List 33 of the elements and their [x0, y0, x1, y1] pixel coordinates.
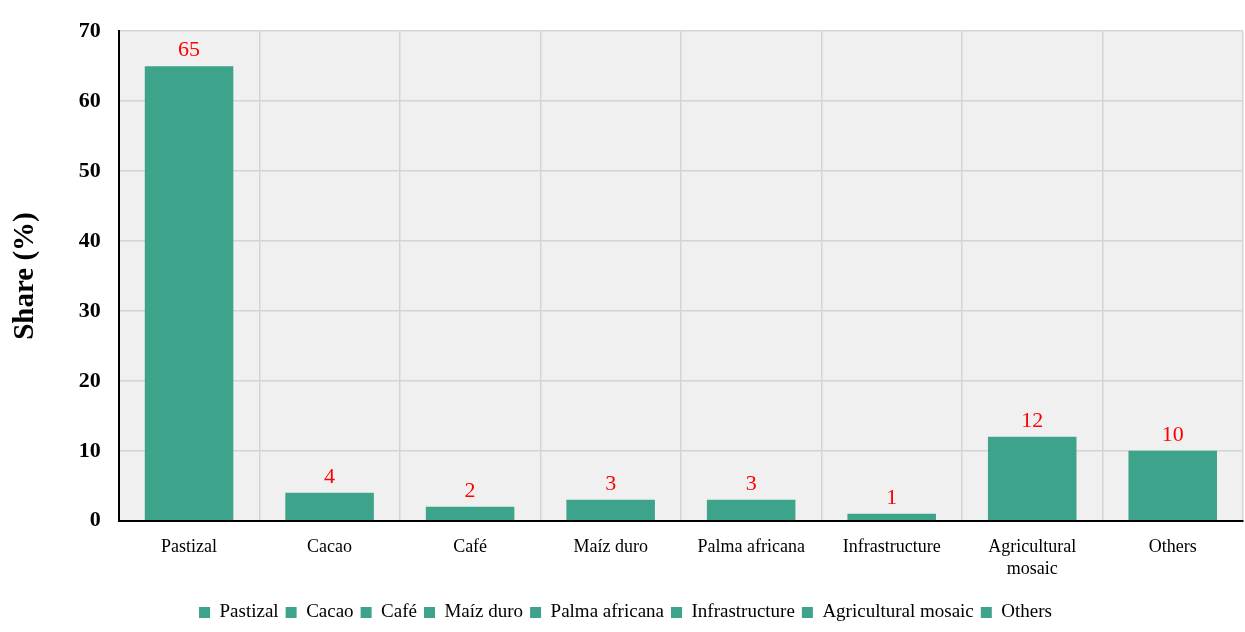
y-tick-label: 30 — [78, 296, 101, 322]
x-tick-label: Café — [453, 536, 488, 557]
x-tick-label: Agricultural mosaic — [988, 536, 1077, 578]
y-tick-label: 10 — [78, 436, 101, 462]
x-tick-label: Infrastructure — [842, 536, 941, 557]
data-label: 3 — [605, 469, 617, 495]
data-label: 65 — [178, 35, 201, 61]
legend-label: Infrastructure — [691, 600, 795, 622]
data-label: 10 — [1161, 420, 1184, 446]
y-tick-label: 50 — [78, 156, 101, 182]
legend-label: Maíz duro — [444, 600, 524, 622]
data-label: 12 — [1021, 406, 1044, 432]
y-axis-title: Share (%) — [6, 212, 40, 340]
legend-label: Café — [381, 600, 417, 622]
y-tick-label: 70 — [78, 16, 101, 42]
legend-label: Others — [1001, 600, 1052, 622]
y-tick-label: 60 — [78, 86, 101, 112]
y-tick-label: 40 — [78, 226, 101, 252]
y-tick-label: 0 — [89, 506, 101, 532]
data-label: 3 — [745, 469, 757, 495]
y-tick-label: 20 — [78, 366, 101, 392]
legend-label: Agricultural mosaic — [822, 600, 974, 622]
data-label: 4 — [324, 462, 336, 488]
x-tick-label: Cacao — [307, 536, 353, 557]
x-tick-label: Others — [1148, 536, 1197, 557]
x-tick-label: Pastizal — [161, 536, 218, 557]
x-tick-label: Palma africana — [697, 536, 805, 557]
data-label: 1 — [886, 483, 898, 509]
legend-label: Pastizal — [219, 600, 279, 622]
legend-label: Cacao — [306, 600, 354, 622]
x-tick-label: Maíz duro — [573, 536, 648, 557]
data-label: 2 — [464, 476, 476, 502]
legend-label: Palma africana — [550, 600, 665, 622]
